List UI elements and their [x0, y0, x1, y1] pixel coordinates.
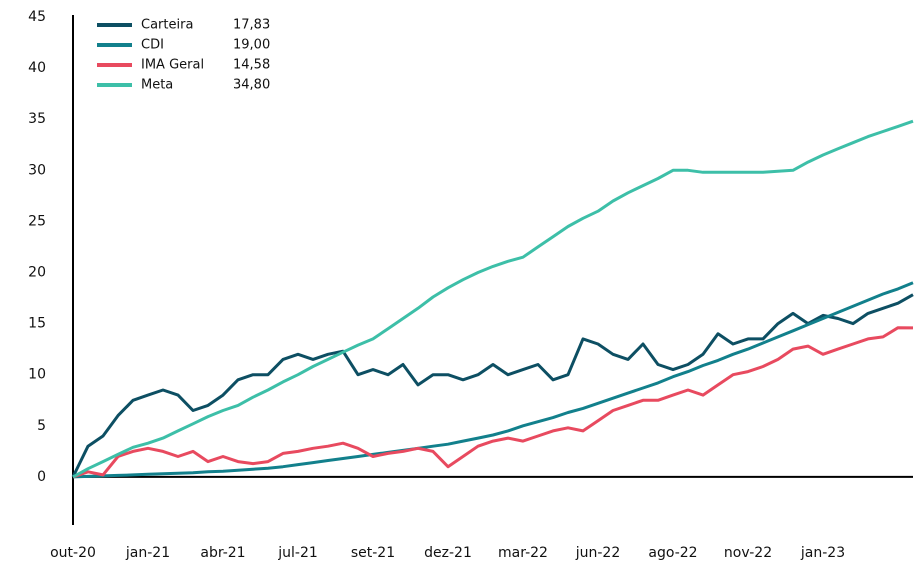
y-tick-label: 40 [28, 60, 46, 76]
x-tick-label: dez-21 [424, 545, 472, 561]
y-tick-label: 15 [28, 316, 46, 332]
y-tick-label: 35 [28, 111, 46, 127]
y-tick-label: 25 [28, 213, 46, 229]
legend-value: 19,00 [233, 38, 270, 53]
legend-value: 17,83 [233, 18, 270, 33]
legend-value: 14,58 [233, 58, 270, 73]
legend-label: Meta [141, 78, 173, 93]
x-tick-label: nov-22 [724, 545, 772, 561]
legend-label: IMA Geral [141, 58, 204, 73]
x-tick-label: jan-21 [125, 545, 170, 561]
series-line [72, 281, 914, 479]
legend-label: Carteira [141, 18, 193, 33]
series-line [72, 326, 914, 479]
y-tick-label: 10 [28, 367, 46, 383]
x-tick-label: mar-22 [498, 545, 548, 561]
y-tick-label: 0 [37, 469, 46, 485]
y-tick-label: 30 [28, 162, 46, 178]
y-tick-label: 45 [28, 9, 46, 25]
x-tick-label: set-21 [351, 545, 395, 561]
legend-value: 34,80 [233, 78, 270, 93]
y-tick-label: 20 [28, 265, 46, 281]
x-tick-label: jul-21 [277, 545, 318, 561]
legend-label: CDI [141, 38, 164, 53]
x-tick-label: abr-21 [200, 545, 245, 561]
series-line [72, 119, 914, 479]
x-tick-label: out-20 [50, 545, 96, 561]
x-tick-label: jun-22 [575, 545, 621, 561]
x-tick-label: ago-22 [648, 545, 697, 561]
x-tick-label: jan-23 [800, 545, 845, 561]
series-line [71, 293, 914, 478]
y-tick-label: 5 [37, 418, 46, 434]
